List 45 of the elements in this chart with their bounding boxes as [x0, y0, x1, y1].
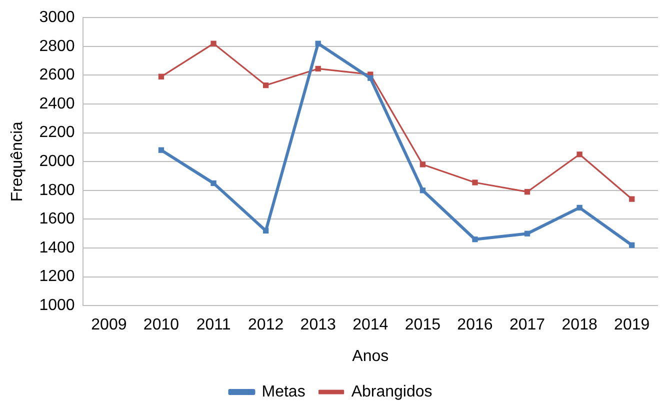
x-tick-label: 2013 [300, 316, 336, 334]
point [420, 188, 426, 194]
legend-label: Abrangidos [351, 383, 432, 400]
x-tick-label: 2017 [509, 316, 546, 334]
point [576, 204, 582, 211]
legend-label: Metas [262, 383, 306, 400]
point [524, 189, 530, 195]
point [262, 82, 269, 88]
x-tick-label: 2010 [143, 316, 180, 334]
point [158, 74, 164, 80]
y-tick-label: 2000 [39, 153, 75, 170]
y-tick-label: 1600 [39, 210, 75, 228]
y-tick-label: 2600 [39, 66, 75, 84]
point [315, 40, 321, 46]
y-tick-label: 1800 [39, 182, 75, 199]
point [315, 66, 321, 72]
point [576, 152, 582, 158]
x-axis-title: Anos [352, 348, 389, 365]
point [158, 147, 164, 153]
x-tick-label: 2015 [404, 316, 441, 334]
x-tick-label: 2009 [91, 316, 127, 334]
x-tick-label: 2019 [614, 316, 650, 334]
y-axis-title: Frequência [9, 121, 26, 202]
point [629, 242, 635, 248]
y-tick-label: 2200 [39, 124, 75, 142]
y-tick-label: 1400 [39, 239, 75, 256]
point [524, 230, 530, 236]
x-tick-label: 2011 [196, 316, 231, 334]
y-tick-label: 1200 [39, 268, 75, 286]
point [210, 180, 216, 186]
point [420, 162, 426, 168]
point [210, 40, 216, 46]
point [262, 228, 269, 234]
y-tick-label: 2800 [39, 38, 75, 55]
point [368, 75, 374, 81]
point [472, 236, 478, 242]
y-tick-label: 3000 [39, 9, 75, 26]
x-tick-label: 2016 [457, 316, 493, 334]
y-tick-label: 1000 [39, 297, 75, 314]
x-tick-label: 2014 [352, 316, 388, 334]
point [629, 196, 635, 202]
point [472, 180, 478, 186]
x-tick-label: 2018 [562, 316, 598, 334]
x-tick-label: 2012 [248, 316, 284, 334]
y-tick-label: 2400 [39, 95, 75, 112]
